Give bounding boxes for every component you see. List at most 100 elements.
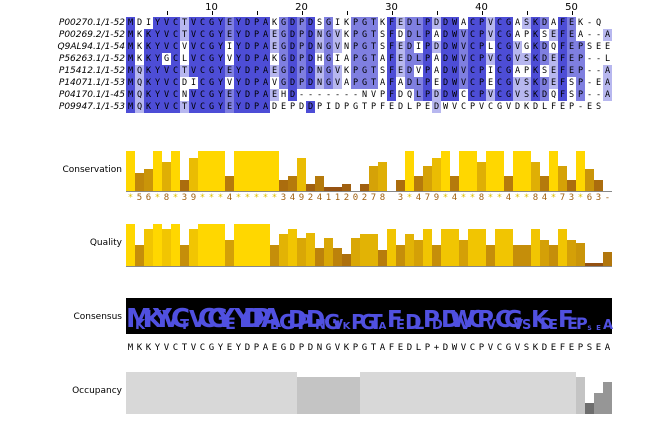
residue: P <box>477 17 486 29</box>
residue: P <box>252 101 261 113</box>
residue: G <box>207 29 216 41</box>
residue: - <box>343 90 350 100</box>
conservation-bar <box>234 151 243 191</box>
residue: K <box>271 54 278 64</box>
occupancy-bar <box>243 372 252 414</box>
consensus-logo-letter: A <box>261 304 282 334</box>
residue: E <box>549 29 558 41</box>
consensus-residue: C <box>172 343 179 353</box>
residue: F <box>558 77 567 89</box>
occupancy-bar <box>360 372 369 414</box>
occupancy-bar <box>324 377 333 414</box>
sequence-name[interactable]: P00270.1/1-52 <box>58 18 125 28</box>
consensus-residue: A <box>604 343 611 353</box>
residue: - <box>298 90 305 100</box>
occupancy-bar <box>207 372 216 414</box>
residue: A <box>514 66 521 76</box>
residue: G <box>279 65 288 77</box>
quality-bar <box>315 248 324 266</box>
conservation-bar <box>432 158 441 191</box>
conservation-score: * <box>127 193 134 203</box>
sequence-name[interactable]: P14071.1/1-53 <box>58 78 125 88</box>
residue: S <box>522 89 531 101</box>
sequence-name[interactable]: P04170.1/1-45 <box>58 90 125 100</box>
consensus-residue: D <box>406 343 413 353</box>
residue: A <box>577 30 584 40</box>
occupancy-bar <box>576 377 585 414</box>
residue: A <box>379 54 386 64</box>
residue: T <box>180 65 189 77</box>
conservation-score: * <box>460 193 467 203</box>
residue: G <box>496 102 503 112</box>
residue: D <box>288 41 297 53</box>
consensus-residue: G <box>208 343 215 353</box>
sequence-name[interactable]: Q9AL94.1/1-54 <box>57 42 125 52</box>
occupancy-bar <box>594 393 603 414</box>
residue: D <box>136 18 143 28</box>
residue: D <box>405 65 414 77</box>
residue: A <box>460 18 467 28</box>
quality-bar <box>180 245 189 266</box>
quality-bar <box>135 245 144 266</box>
residue: V <box>513 53 522 65</box>
sequence-name[interactable]: P15412.1/1-52 <box>58 66 125 76</box>
sequence-row[interactable]: P00269.2/1-52 M K K Y V C T V C G Y E Y D P A E G D P D N G V K P G… <box>0 29 663 41</box>
residue: F <box>558 29 567 41</box>
consensus-logo-letter: D <box>306 307 326 333</box>
residue: S <box>379 30 386 40</box>
occupancy-bar <box>225 372 234 414</box>
conservation-bar <box>171 151 180 191</box>
occupancy-bar <box>450 372 459 414</box>
quality-bar <box>405 234 414 266</box>
quality-bar <box>333 248 342 266</box>
consensus-residue: S <box>586 343 593 353</box>
residue: V <box>189 17 198 29</box>
residue: P <box>252 29 261 41</box>
residue: A <box>603 29 612 41</box>
residue: Q <box>135 77 144 89</box>
occupancy-bar <box>216 372 225 414</box>
consensus-residue: P <box>253 343 260 353</box>
sequence-row[interactable]: P00270.1/1-52 M D I Y V C T V C G Y E Y D P A K G D P D S G I K P G… <box>0 17 663 29</box>
residue: E <box>604 42 611 52</box>
residue: D <box>432 17 441 29</box>
residue: - <box>586 18 593 28</box>
residue: D <box>441 17 450 29</box>
residue: A <box>261 41 270 53</box>
residue: I <box>487 66 494 76</box>
residue: L <box>414 77 423 89</box>
residue: Y <box>153 89 162 101</box>
conservation-score: 4 <box>226 193 233 203</box>
sequence-row[interactable]: P56263.1/1-52 M K K Y G C L V C G Y V Y D P A K G D P D H G I A P G… <box>0 53 663 65</box>
quality-bar <box>513 245 522 266</box>
residue: G <box>207 77 216 89</box>
quality-bar <box>207 224 216 266</box>
residue: S <box>541 30 548 40</box>
quality-bar <box>495 229 504 266</box>
conservation-score: 0 <box>352 193 359 203</box>
quality-bar <box>450 229 459 266</box>
sequence-name[interactable]: P00269.2/1-52 <box>58 30 125 40</box>
sequence-row[interactable]: P04170.1/1-45 M Q K Y V C N V C G Y E Y D P A E H D - - - - - - - N… <box>0 89 663 101</box>
sequence-row[interactable]: P09947.1/1-53 M Q K Y V C T V C G Y E Y D P A D E P D D P I D P G T… <box>0 101 663 113</box>
quality-bar <box>261 224 270 266</box>
quality-bar <box>477 229 486 266</box>
residue: K <box>136 42 143 52</box>
residue: N <box>315 29 324 41</box>
residue: D <box>334 102 341 112</box>
sequence-row[interactable]: P15412.1/1-52 M Q K Y V C T V C G Y E Y D P A E G D P D N G V K P G… <box>0 65 663 77</box>
residue: D <box>441 65 450 77</box>
sequence-name[interactable]: P09947.1/1-53 <box>58 102 125 112</box>
sequence-row[interactable]: Q9AL94.1/1-54 M K K Y V C V V C G Y I Y D P A E G D P D N G V N P G… <box>0 41 663 53</box>
residue: S <box>379 66 386 76</box>
sequence-name[interactable]: P56263.1/1-52 <box>58 54 125 64</box>
residue: T <box>369 65 378 77</box>
conservation-bar <box>207 151 216 191</box>
residue: P <box>423 77 432 89</box>
residue: T <box>369 29 378 41</box>
consensus-residue: F <box>388 343 395 353</box>
sequence-row[interactable]: P14071.1/1-53 M Q K Y V C D I C G Y V Y D P A V G D P D N G V A P G… <box>0 77 663 89</box>
occupancy-bar <box>171 372 180 414</box>
residue: Y <box>153 17 162 29</box>
consensus-residue: P <box>352 343 359 353</box>
